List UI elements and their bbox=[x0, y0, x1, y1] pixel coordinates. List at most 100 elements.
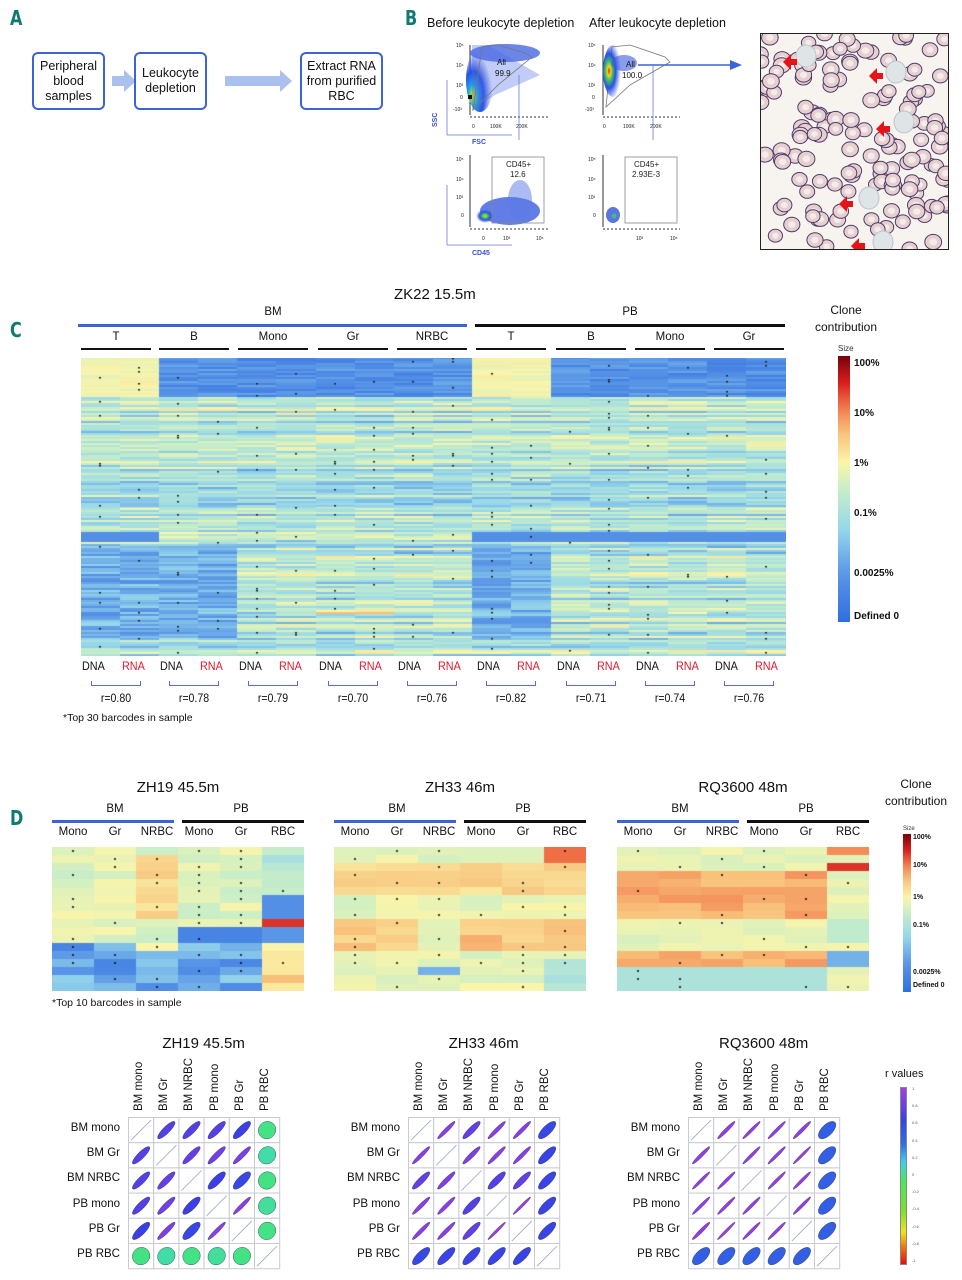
d-legend-title-line2: contribution bbox=[884, 794, 948, 808]
group-bar-pb bbox=[475, 324, 785, 327]
panel-letter-a: A bbox=[10, 6, 23, 30]
correlation-value: r=0.80 bbox=[100, 693, 132, 705]
col-bar-bm-nrbc bbox=[397, 348, 467, 350]
gate-all-after-label: All bbox=[626, 60, 635, 69]
d-legend-tick: 100% bbox=[913, 834, 931, 841]
rbc-cell-center bbox=[867, 96, 875, 104]
d-group-label-pb: PB bbox=[233, 803, 249, 815]
corr-ellipse bbox=[412, 1171, 431, 1190]
d-heatmap-2 bbox=[617, 847, 869, 991]
r-legend-tick: -0.6 bbox=[912, 1223, 919, 1229]
d-legend-tick: Defined 0 bbox=[913, 982, 945, 989]
corr-ellipse bbox=[258, 1221, 277, 1240]
svg-text:0: 0 bbox=[592, 95, 595, 101]
rbc-cell-center bbox=[777, 147, 786, 154]
rbc-cell-center bbox=[913, 208, 921, 215]
rna-label: RNA bbox=[597, 659, 620, 673]
rna-label: RNA bbox=[755, 659, 778, 673]
svg-text:10⁵: 10⁵ bbox=[588, 157, 596, 163]
svg-text:10⁵: 10⁵ bbox=[588, 43, 596, 49]
rna-label: RNA bbox=[200, 659, 223, 673]
corr-ellipse bbox=[157, 1196, 176, 1215]
corr-col-label: BM NRBC bbox=[743, 1057, 756, 1111]
col-label-bm-t: T bbox=[112, 331, 120, 343]
corr-row-label: PB mono bbox=[352, 1197, 400, 1210]
rbc-cell-center bbox=[827, 76, 835, 84]
d-col-label: RBC bbox=[552, 826, 578, 838]
corr-ellipse bbox=[462, 1146, 481, 1165]
corr-ellipse bbox=[258, 1171, 277, 1190]
corr-ellipse bbox=[767, 1171, 786, 1190]
svg-text:0: 0 bbox=[472, 124, 475, 130]
r-legend-tick: 0.6 bbox=[912, 1120, 918, 1126]
corr-ellipse bbox=[512, 1247, 531, 1266]
panel-d-footnote: *Top 10 barcodes in sample bbox=[52, 997, 182, 1009]
corr-ellipse bbox=[512, 1171, 531, 1190]
corr-row-label: BM mono bbox=[70, 1122, 120, 1134]
rbc-cell-center bbox=[803, 188, 811, 195]
rbc-cell-center bbox=[887, 207, 896, 214]
rbc-cell-center bbox=[815, 112, 822, 119]
corr-row-label: BM Gr bbox=[366, 1147, 400, 1160]
corr-ellipse bbox=[767, 1247, 786, 1266]
before-depletion-title: Before leukocyte depletion bbox=[427, 16, 575, 30]
svg-text:0: 0 bbox=[460, 95, 463, 101]
svg-text:10⁵: 10⁵ bbox=[670, 236, 678, 242]
corr-ellipse bbox=[412, 1196, 431, 1215]
rbc-cell-center bbox=[878, 178, 886, 185]
pair-bracket bbox=[645, 681, 695, 686]
rbc-cell-center bbox=[832, 126, 839, 132]
corr-ellipse bbox=[182, 1196, 201, 1215]
d-col-label: Mono bbox=[466, 826, 496, 838]
corr-ellipse bbox=[132, 1146, 151, 1165]
d-heatmap-title: ZH19 45.5m bbox=[136, 779, 220, 796]
c-legend-title: Clone contribution bbox=[810, 302, 882, 336]
corr-diagonal-line bbox=[791, 1220, 813, 1242]
rbc-cell-center bbox=[831, 181, 839, 188]
group-label-pb: PB bbox=[622, 306, 638, 318]
reticulocyte bbox=[885, 60, 907, 84]
correlation-value: r=0.74 bbox=[654, 693, 686, 705]
correlation-value: r=0.79 bbox=[257, 693, 289, 705]
corr-ellipse bbox=[692, 1171, 711, 1190]
col-label-pb-mono: Mono bbox=[655, 331, 685, 343]
corr-ellipse bbox=[818, 1121, 837, 1140]
corr-row-label: BM NRBC bbox=[346, 1172, 400, 1185]
gate-cd45-before-label: CD45+ bbox=[506, 160, 531, 169]
corr-diagonal-line bbox=[181, 1170, 202, 1191]
panel-letter-d: D bbox=[10, 806, 24, 830]
rbc-cell-center bbox=[796, 176, 803, 183]
d-group-bar-pb bbox=[182, 820, 304, 823]
pair-bracket bbox=[486, 681, 536, 686]
r-colorbar bbox=[900, 1087, 907, 1265]
svg-text:10³: 10³ bbox=[636, 236, 644, 242]
corr-ellipse bbox=[742, 1221, 761, 1240]
rbc-cell-center bbox=[802, 155, 811, 163]
d-group-bar-pb bbox=[464, 820, 586, 823]
corr-diagonal-line bbox=[155, 1144, 177, 1166]
flow-step-leukocyte-depletion: Leukocyte depletion bbox=[134, 52, 207, 110]
rbc-cell-center bbox=[767, 77, 775, 85]
rbc-cell-center bbox=[874, 226, 882, 233]
gate-all-before-label: All bbox=[497, 58, 506, 67]
rbc-cell-center bbox=[827, 66, 835, 73]
dna-label: DNA bbox=[82, 659, 105, 673]
svg-text:0: 0 bbox=[482, 236, 485, 242]
svg-text:100K: 100K bbox=[490, 124, 502, 130]
d-group-bar-bm bbox=[334, 820, 456, 823]
corr-ellipse bbox=[717, 1221, 736, 1240]
corr-col-label: BM mono bbox=[133, 1061, 145, 1111]
panel-c-title: ZK22 15.5m bbox=[394, 286, 476, 303]
corr-ellipse bbox=[437, 1196, 456, 1215]
corr-ellipse bbox=[132, 1247, 151, 1266]
rbc-cell-center bbox=[845, 188, 852, 195]
reticulocyte bbox=[872, 230, 894, 249]
corr-row-label: PB RBC bbox=[637, 1248, 680, 1260]
corr-ellipse bbox=[462, 1196, 481, 1215]
corr-ellipse bbox=[207, 1146, 226, 1165]
d-col-label: NRBC bbox=[422, 826, 456, 838]
rna-label: RNA bbox=[279, 659, 302, 673]
corr-ellipse bbox=[818, 1221, 837, 1240]
corr-ellipse bbox=[767, 1146, 786, 1165]
corr-ellipse bbox=[182, 1146, 201, 1165]
